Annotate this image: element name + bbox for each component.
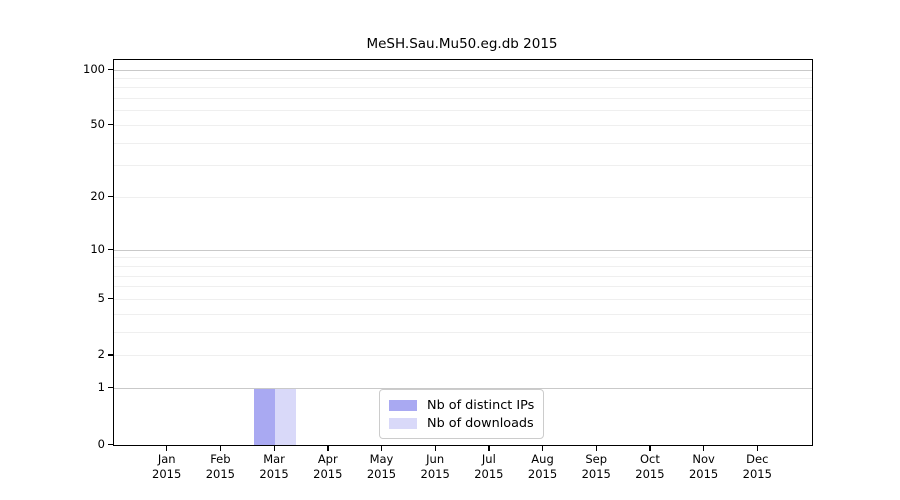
y-tick-mark — [108, 248, 114, 250]
x-tick-label: Dec 2015 — [727, 452, 787, 482]
x-tick-label: Sep 2015 — [566, 452, 626, 482]
x-tick-month: Oct — [639, 452, 660, 466]
x-tick-year: 2015 — [420, 467, 450, 481]
legend-swatch — [389, 399, 417, 411]
x-tick-label: Oct 2015 — [620, 452, 680, 482]
x-tick-mark — [542, 445, 544, 451]
x-tick-month: Jun — [426, 452, 445, 466]
chart-title: MeSH.Sau.Mu50.eg.db 2015 — [366, 36, 558, 52]
x-tick-year: 2015 — [635, 467, 665, 481]
x-tick-year: 2015 — [205, 467, 236, 481]
x-tick-year: 2015 — [313, 467, 343, 481]
legend: Nb of distinct IPs Nb of downloads — [379, 389, 545, 439]
bar-nb-of-distinct-ips — [254, 388, 276, 445]
x-tick-year: 2015 — [259, 467, 289, 481]
y-tick-label: 50 — [90, 117, 105, 132]
x-tick-month: May — [369, 452, 394, 466]
x-tick-label: Aug 2015 — [513, 452, 573, 482]
gridline-minor — [114, 313, 812, 315]
x-tick-mark — [434, 445, 436, 451]
gridline-minor — [114, 98, 812, 100]
y-tick-label: 100 — [83, 61, 105, 76]
y-tick-mark — [108, 196, 114, 198]
gridline-minor — [114, 87, 812, 89]
x-tick-mark — [273, 445, 275, 451]
gridline-minor — [114, 197, 812, 199]
gridline-minor — [114, 331, 812, 333]
x-tick-month: Jul — [481, 452, 496, 466]
y-tick-label: 20 — [90, 189, 105, 204]
gridline-minor — [114, 286, 812, 288]
gridline-major — [114, 249, 812, 251]
x-tick-mark — [380, 445, 383, 451]
bar-nb-of-downloads — [275, 388, 297, 445]
gridline-minor — [114, 275, 812, 277]
x-tick-mark — [756, 445, 759, 451]
x-tick-year: 2015 — [527, 467, 558, 481]
legend-label: Nb of downloads — [427, 415, 534, 431]
y-tick-label: 0 — [97, 436, 105, 451]
gridline-minor — [114, 265, 812, 267]
y-tick-mark — [108, 297, 114, 300]
x-tick-year: 2015 — [152, 467, 182, 481]
x-tick-label: Jan 2015 — [137, 452, 197, 482]
x-tick-month: Feb — [210, 452, 231, 466]
legend-label: Nb of distinct IPs — [427, 397, 535, 413]
x-tick-mark — [166, 445, 168, 451]
x-tick-month: Aug — [531, 452, 554, 466]
y-tick-mark — [108, 387, 114, 389]
y-tick-label: 5 — [97, 290, 105, 305]
y-tick-mark — [108, 354, 114, 356]
x-tick-year: 2015 — [474, 467, 504, 481]
x-tick-month: Jan — [157, 452, 176, 466]
x-tick-month: Apr — [317, 452, 338, 466]
gridline-major — [114, 388, 812, 390]
x-tick-label: Jul 2015 — [459, 452, 519, 482]
x-tick-year: 2015 — [742, 467, 772, 481]
gridline-minor — [114, 77, 812, 79]
legend-swatch — [389, 417, 417, 429]
x-tick-mark — [488, 445, 490, 451]
gridline-minor — [114, 298, 812, 300]
x-tick-label: May 2015 — [351, 452, 411, 482]
x-tick-mark — [649, 445, 651, 451]
gridline-minor — [114, 142, 812, 144]
y-tick-mark — [108, 68, 114, 70]
y-tick-mark — [108, 124, 114, 126]
x-tick-label: Mar 2015 — [244, 452, 304, 482]
gridline-minor — [114, 257, 812, 259]
x-tick-mark — [595, 445, 598, 451]
legend-row: Nb of downloads — [389, 414, 534, 432]
x-tick-month: Sep — [585, 452, 608, 466]
x-tick-label: Jun 2015 — [405, 452, 465, 482]
x-tick-label: Feb 2015 — [190, 452, 250, 482]
x-tick-month: Dec — [746, 452, 769, 466]
gridline-minor — [114, 165, 812, 167]
plot-area: Nb of distinct IPs Nb of downloads — [113, 59, 813, 446]
gridline-major — [114, 69, 812, 71]
y-tick-label: 1 — [97, 380, 105, 395]
x-tick-mark — [703, 445, 705, 451]
legend-row: Nb of distinct IPs — [389, 396, 534, 414]
x-tick-mark — [219, 445, 222, 451]
gridline-minor — [114, 125, 812, 127]
y-tick-mark — [108, 443, 114, 445]
x-tick-year: 2015 — [581, 467, 611, 481]
gridline-minor — [114, 110, 812, 112]
x-tick-label: Nov 2015 — [674, 452, 734, 482]
x-tick-year: 2015 — [366, 467, 397, 481]
gridline-minor — [114, 355, 812, 357]
x-tick-month: Mar — [263, 452, 285, 466]
y-tick-label: 10 — [90, 241, 105, 256]
x-tick-month: Nov — [692, 452, 715, 466]
x-tick-label: Apr 2015 — [298, 452, 358, 482]
x-tick-mark — [327, 445, 329, 451]
x-tick-year: 2015 — [688, 467, 719, 481]
y-tick-label: 2 — [97, 347, 105, 362]
